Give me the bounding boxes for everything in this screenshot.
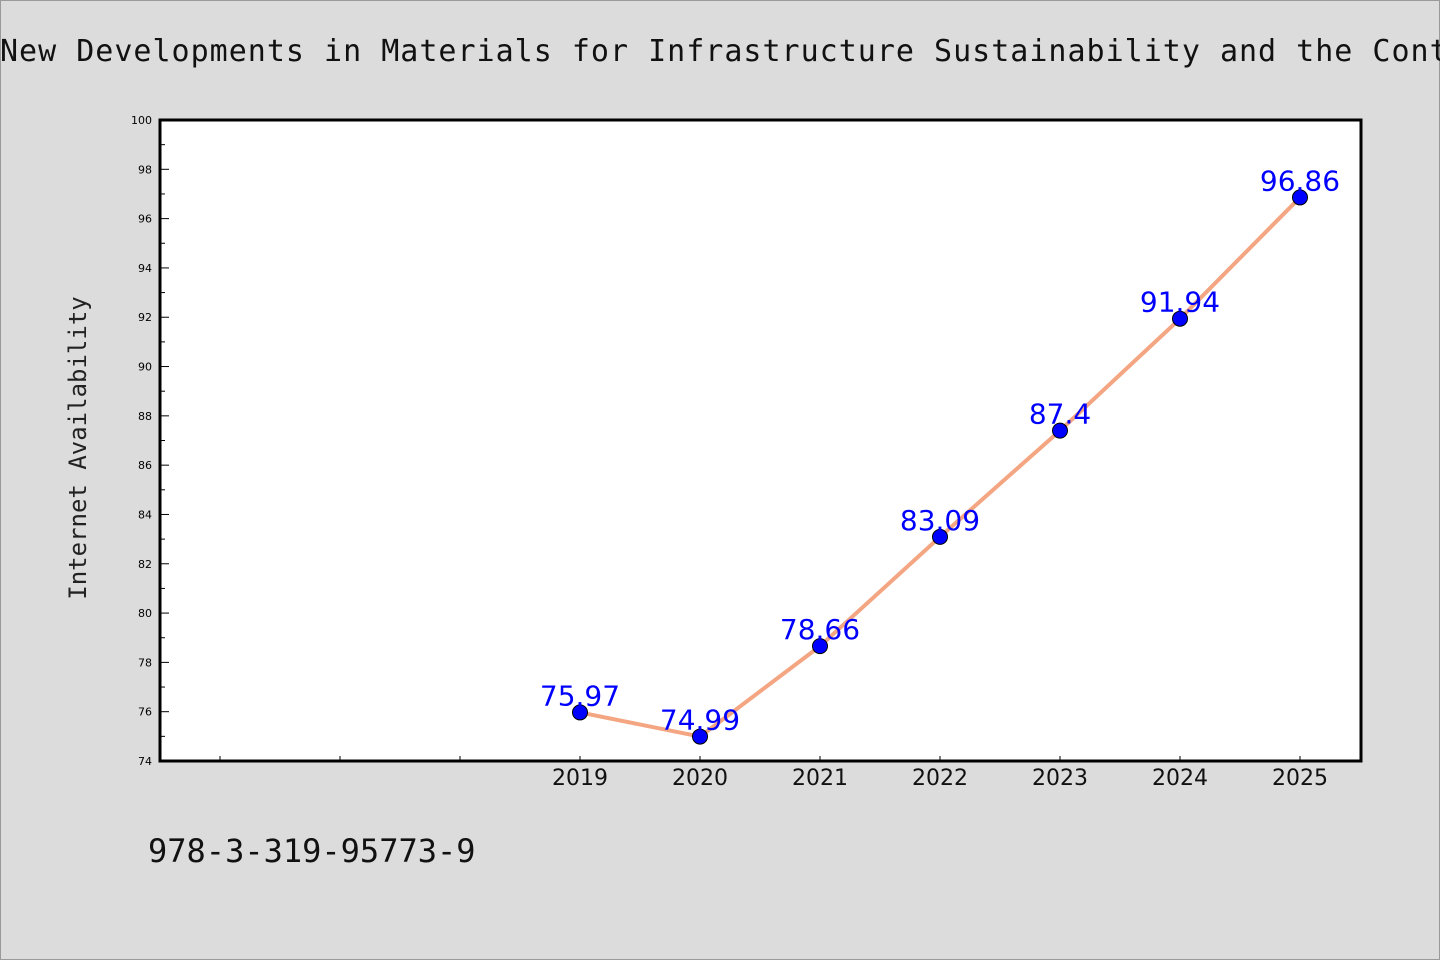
y-tick-label: 78 (138, 656, 152, 669)
chart-title: New Developments in Materials for Infras… (0, 34, 1440, 69)
x-tick-label: 2020 (672, 766, 728, 791)
data-point (932, 528, 948, 545)
data-point (1052, 422, 1068, 439)
data-label: 91.94 (1140, 286, 1220, 319)
y-tick-label: 74 (138, 755, 152, 768)
y-tick-label: 94 (138, 262, 152, 275)
plot-area (158, 118, 1363, 763)
y-tick-label: 98 (138, 163, 152, 176)
y-tick-label: 86 (138, 459, 152, 472)
data-label: 74.99 (660, 704, 740, 737)
series-group: 75.97 74.99 78.66 83.09 87.4 91.94 96.86 (540, 164, 1340, 745)
y-tick-label: 100 (131, 114, 152, 127)
y-tick-label: 96 (138, 213, 152, 226)
data-point (812, 638, 828, 655)
data-label: 83.09 (900, 504, 980, 537)
x-tick-label: 2021 (792, 766, 848, 791)
y-tick-label: 82 (138, 558, 152, 571)
y-tick-label: 80 (138, 607, 152, 620)
x-tick-label: 2024 (1152, 766, 1208, 791)
data-point (1172, 310, 1188, 327)
y-tick-label: 84 (138, 508, 152, 521)
y-axis: 74 76 78 80 82 84 86 88 90 92 94 96 98 100 (131, 114, 169, 768)
y-tick-label: 92 (138, 311, 152, 324)
y-axis-label: Internet Availability (64, 296, 92, 599)
data-label: 78.66 (780, 613, 860, 646)
x-axis: 2019 2020 2021 2022 2023 2024 2025 (219, 756, 1328, 791)
x-tick-label: 2022 (912, 766, 968, 791)
isbn-text: 978-3-319-95773-9 (148, 832, 476, 870)
x-tick-label: 2019 (552, 766, 608, 791)
x-tick-label: 2023 (1032, 766, 1088, 791)
data-label: 75.97 (540, 679, 620, 712)
data-label: 87.4 (1029, 398, 1091, 431)
data-label: 96.86 (1260, 164, 1340, 197)
data-point (692, 728, 708, 745)
x-tick-label: 2025 (1272, 766, 1328, 791)
y-tick-label: 90 (138, 361, 152, 374)
data-point (572, 704, 588, 721)
y-tick-label: 76 (138, 706, 152, 719)
data-point (1292, 189, 1308, 206)
y-tick-label: 88 (138, 410, 152, 423)
